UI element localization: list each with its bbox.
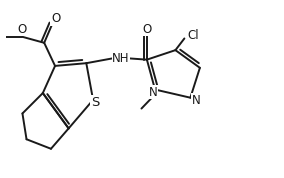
Text: S: S — [91, 96, 99, 109]
Text: Cl: Cl — [188, 29, 199, 42]
Text: N: N — [149, 86, 157, 99]
Text: N: N — [191, 94, 200, 107]
Text: O: O — [51, 12, 60, 25]
Text: O: O — [142, 23, 152, 36]
Text: NH: NH — [112, 52, 130, 65]
Text: O: O — [18, 23, 27, 36]
